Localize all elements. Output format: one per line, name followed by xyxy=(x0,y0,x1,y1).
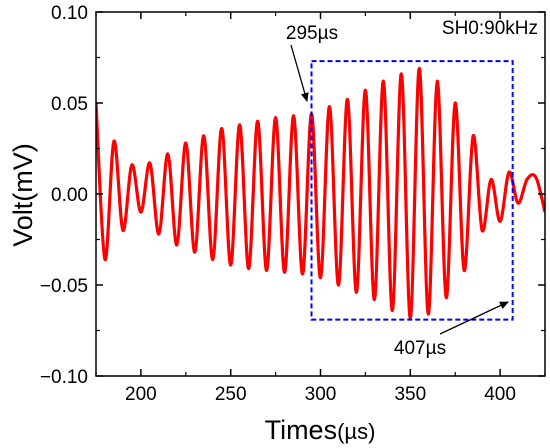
x-tick-label: 400 xyxy=(484,384,516,405)
series-line-0 xyxy=(96,66,545,320)
x-tick-label: 300 xyxy=(305,384,337,405)
y-tick-label: 0.00 xyxy=(51,185,88,206)
legend-label: SH0:90kHz xyxy=(442,18,538,39)
y-tick-label: −0.10 xyxy=(40,367,88,388)
x-tick-label: 250 xyxy=(215,384,247,405)
highlight-box xyxy=(310,60,514,321)
annotation-start-arrow xyxy=(290,44,309,102)
x-axis-title-unit: (µs) xyxy=(337,419,375,444)
x-axis-title: Times(µs) xyxy=(265,415,376,445)
annotation-end-arrow xyxy=(439,301,509,335)
annotation-end-time: 407µs xyxy=(394,338,446,359)
y-tick-label: 0.10 xyxy=(51,3,88,24)
x-axis-title-main: Times xyxy=(265,415,338,445)
plot-area: 295µs 407µs xyxy=(96,23,545,359)
x-tick-label: 200 xyxy=(125,384,157,405)
y-tick-label: 0.05 xyxy=(51,94,88,115)
y-axis-title: Volt(mV) xyxy=(8,143,38,247)
axes: 200 250 300 350 400 −0.10 −0.05 0.00 0.05 0.10 xyxy=(40,3,546,405)
annotation-start-time: 295µs xyxy=(286,23,338,44)
y-tick-label: −0.05 xyxy=(40,276,88,297)
x-tick-label: 350 xyxy=(394,384,426,405)
